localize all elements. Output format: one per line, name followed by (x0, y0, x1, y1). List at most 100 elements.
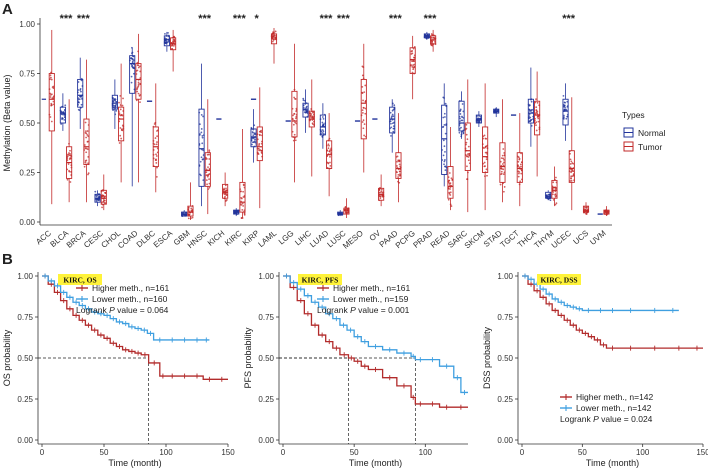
box-tumor-laml-point (273, 34, 276, 36)
box-normal-hnsc-point (201, 135, 204, 137)
box-tumor-meso-point (363, 91, 366, 94)
box-tumor-thca-point (538, 104, 541, 107)
box-normal-paad-point (392, 130, 395, 133)
legend-entry-normal: Normal (638, 128, 666, 138)
box-tumor-kirp-point (259, 149, 262, 151)
box-tumor-stad-point (503, 186, 506, 188)
box-tumor-read-point (450, 177, 453, 180)
box-normal-chol-point (111, 106, 114, 108)
box-tumor-prad-point (433, 39, 435, 41)
box-tumor-meso-point (363, 123, 366, 126)
box-tumor-tgct-point (520, 152, 522, 155)
box-tumor-ucs-point (585, 213, 588, 215)
box-tumor-paad-point (399, 165, 402, 168)
box-tumor-lihc-point (312, 111, 315, 113)
box-tumor-read-point (448, 191, 451, 194)
box-normal-hnsc-point (200, 113, 203, 116)
box-tumor-lihc-point (310, 108, 313, 110)
box-tumor-meso-point (360, 114, 363, 117)
box-normal-prad-point (427, 37, 430, 40)
pfs-title: KIRC, PFS (302, 276, 339, 285)
box-normal-paad-point (390, 122, 392, 125)
box-tumor-kirp-point (260, 142, 263, 145)
box-normal-luad-point (324, 122, 327, 125)
box-tumor-ov-point (381, 193, 384, 196)
box-tumor-lgg-point (295, 115, 298, 118)
box-tumor-hnsc-point (208, 186, 211, 189)
box-normal-lihc-point (304, 103, 307, 105)
pfs-y-tick-label: 0.00 (258, 436, 274, 445)
box-tumor-hnsc-point (208, 182, 211, 185)
box-tumor-stad-point (500, 170, 503, 173)
box-tumor-meso-point (361, 65, 364, 68)
box-tumor-read-point (448, 182, 451, 185)
pfs-y-tick-label: 0.75 (258, 313, 274, 322)
box-tumor-chol-point (119, 134, 122, 137)
box-tumor-blca-point (69, 149, 71, 152)
box-tumor-chol-point (119, 104, 122, 106)
box-tumor-tgct-point (517, 160, 520, 163)
box-tumor-sarc-point (466, 138, 469, 141)
box-normal-paad-point (391, 113, 394, 116)
box-normal-thym-point (546, 194, 548, 196)
box-tumor-thym-point (554, 190, 557, 193)
box-tumor-thym-point (552, 198, 555, 201)
box-normal-thca-point (532, 118, 534, 121)
box-normal-hnsc-point (202, 179, 205, 182)
box-normal-paad-point (390, 115, 393, 118)
dss-title-badge (537, 274, 581, 285)
box-tumor-blca-point (70, 170, 72, 173)
box-tumor-dlbc-point (152, 165, 155, 168)
box-normal-brca-box (77, 78, 84, 108)
box-tumor-paad-point (398, 174, 401, 177)
os-x-tick-label: 150 (221, 448, 235, 457)
pfs-y-tick-label: 0.25 (258, 395, 274, 404)
box-tumor-luad-point (327, 153, 330, 155)
box-normal-chol-point (114, 99, 117, 102)
box-tumor-luad-point (326, 166, 329, 169)
box-normal-luad-point (321, 132, 324, 134)
box-tumor-ucec-point (571, 168, 574, 171)
box-tumor-cesc-point (102, 197, 105, 200)
box-tumor-pcpg-point (412, 47, 415, 50)
box-tumor-pcpg-box (409, 47, 416, 74)
box-tumor-hnsc-point (208, 149, 211, 152)
box-tumor-brca-point (83, 149, 86, 151)
box-tumor-paad-box (395, 152, 402, 179)
box-tumor-skcm-point (484, 151, 487, 154)
os-logrank-annotation: Logrank P value = 0.064 (76, 305, 169, 315)
box-normal-prad-point (427, 34, 430, 37)
box-normal-sarc-point (458, 120, 461, 123)
box-normal-hnsc-point (198, 111, 201, 114)
box-tumor-thca-point (535, 98, 537, 101)
box-tumor-brca-point (83, 165, 86, 168)
dss-y-axis-title: DSS probability (482, 326, 492, 389)
box-normal-sarc-point (458, 122, 461, 125)
box-tumor-thca-point (534, 122, 537, 125)
box-normal-lihc-point (302, 99, 305, 102)
box-tumor-meso-point (364, 135, 367, 138)
box-tumor-meso-point (363, 134, 366, 137)
box-tumor-chol-point (118, 120, 121, 123)
box-normal-blca-point (63, 114, 66, 116)
box-tumor-brca-point (84, 130, 87, 133)
box-normal-gbm-point (185, 214, 187, 217)
box-tumor-blca-point (68, 154, 71, 157)
x-tick-label-ucs: UCS (572, 229, 591, 247)
box-tumor-thym-point (555, 202, 558, 205)
dss-curve-lower (522, 275, 679, 312)
box-tumor-dlbc-point (155, 155, 158, 157)
box-normal-hnsc-point (202, 154, 205, 156)
box-tumor-ucec-point (569, 163, 572, 165)
box-tumor-stad-point (503, 154, 506, 156)
box-normal-lusc-point (340, 213, 343, 216)
box-normal-coad-box (129, 55, 136, 94)
pfs-legend-entry-lower: Lower meth., n=159 (333, 294, 409, 304)
box-normal-cesc-point (95, 194, 97, 197)
os-x-tick-label: 0 (40, 448, 45, 457)
box-tumor-acc-point (49, 74, 52, 77)
box-normal-skcm-point (478, 115, 480, 117)
box-tumor-hnsc-point (207, 188, 210, 191)
box-tumor-pcpg-point (411, 50, 414, 52)
box-normal-luad-point (321, 136, 324, 138)
